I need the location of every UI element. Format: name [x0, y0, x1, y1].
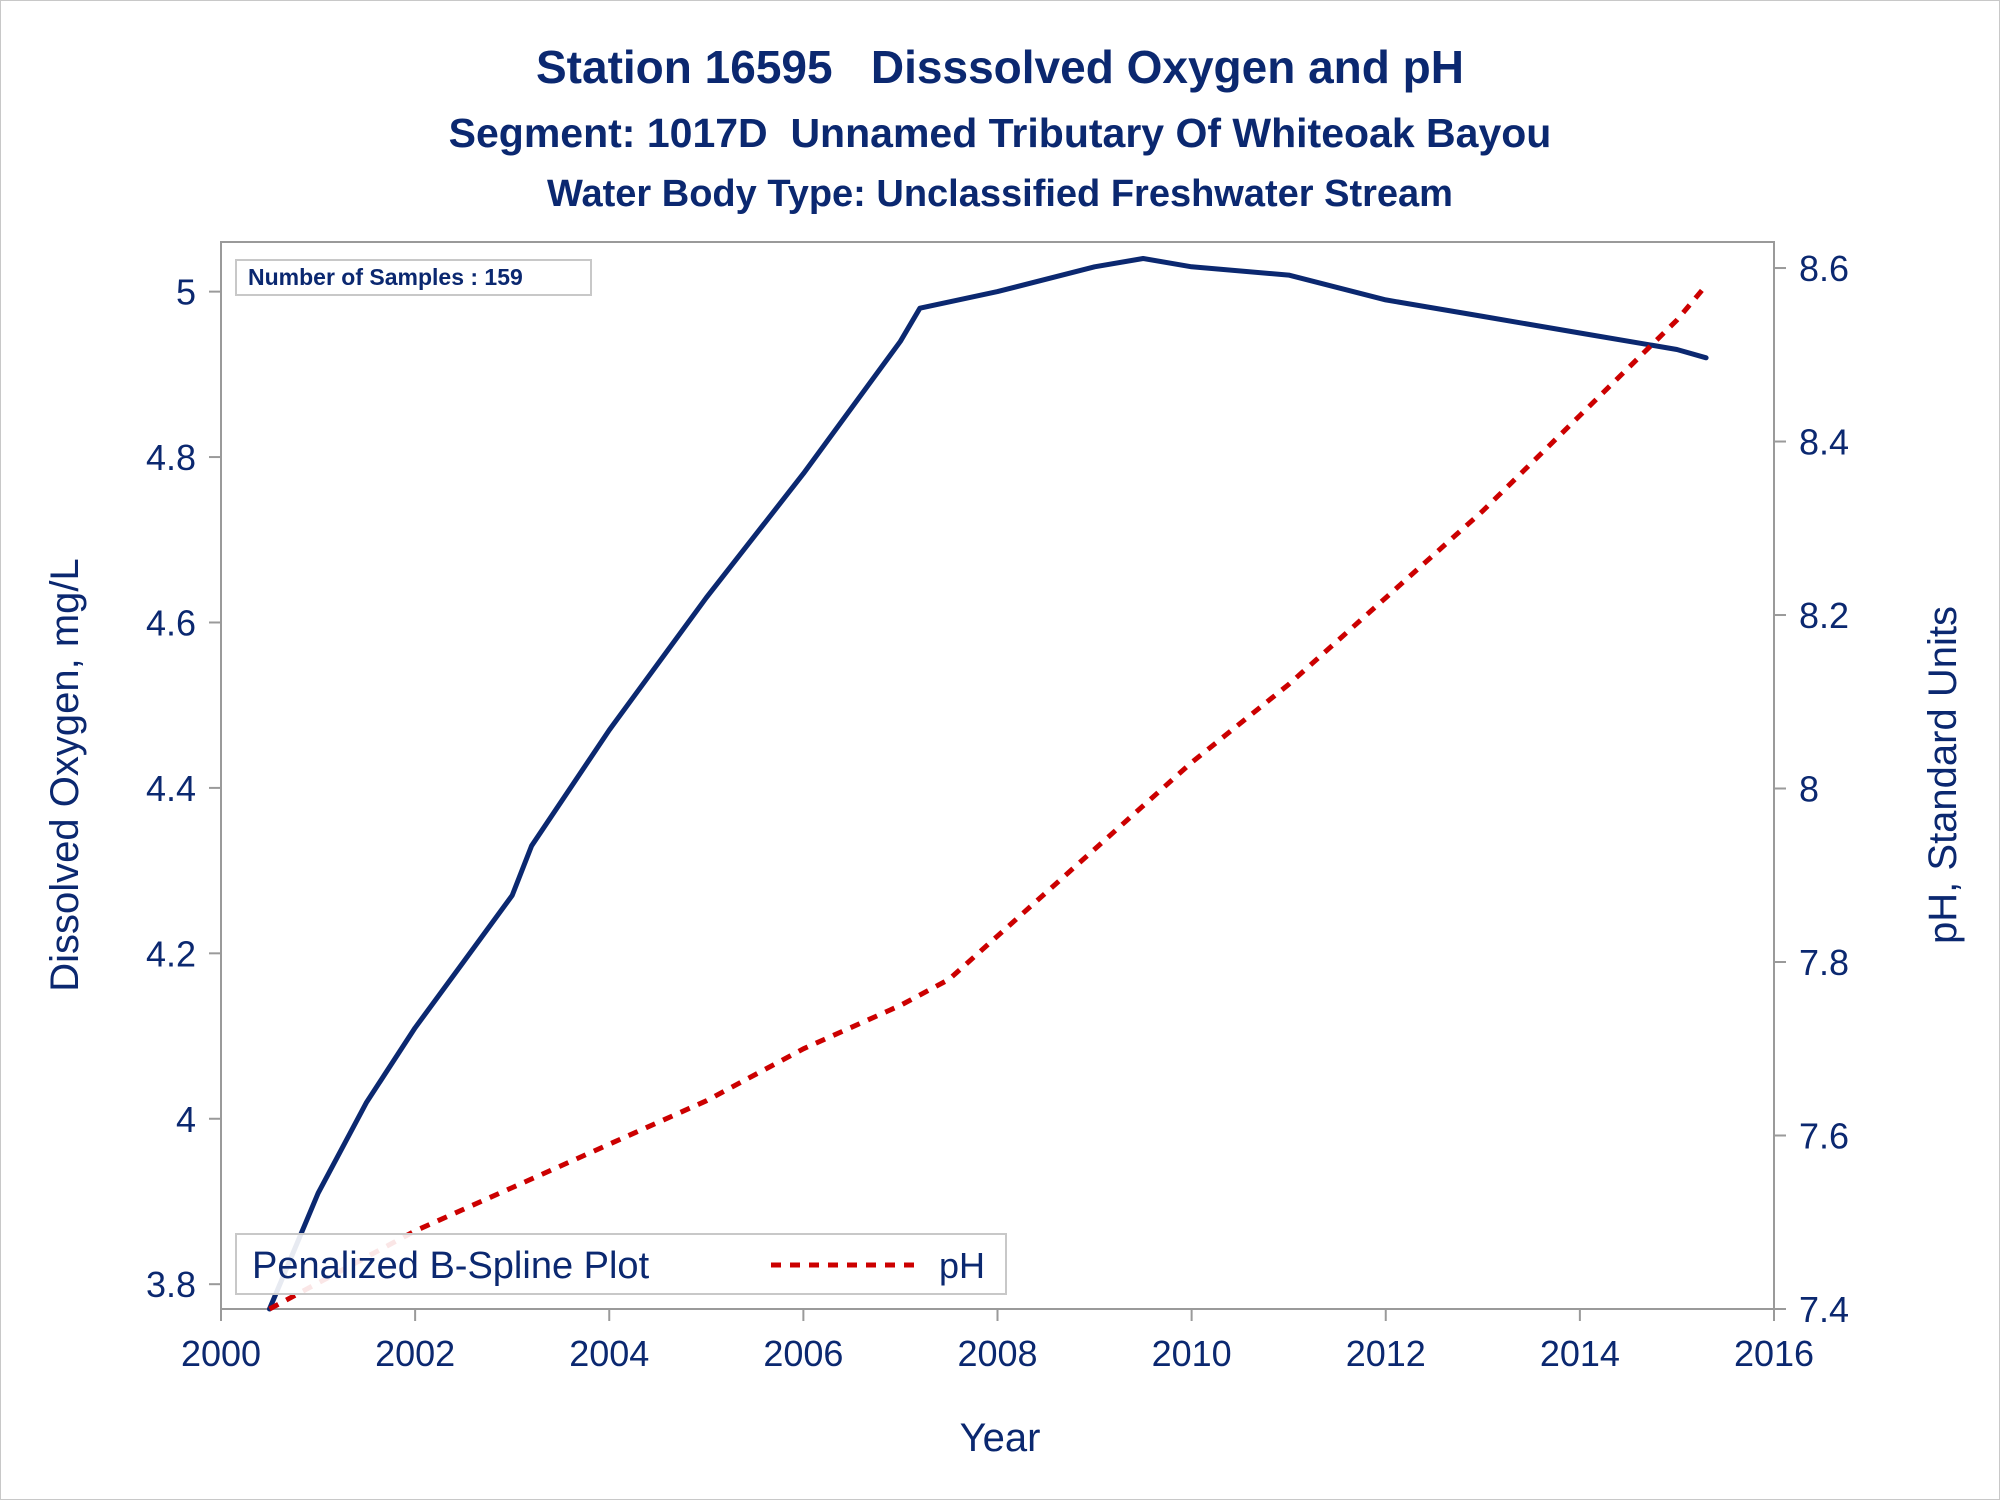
legend-frame: [235, 1233, 1007, 1295]
legend-title: Penalized B-Spline Plot: [252, 1245, 650, 1287]
x-tick-label: 2000: [181, 1333, 261, 1374]
series-layer: [267, 256, 1709, 1312]
y-tick-label: 4.8: [146, 437, 196, 478]
y-tick-label: 4: [176, 1099, 196, 1140]
y2-tick-label: 8.6: [1799, 248, 1849, 289]
sample-count-frame: [235, 259, 592, 296]
y2-tick-label: 8.2: [1799, 595, 1849, 636]
y2-tick-label: 7.6: [1799, 1116, 1849, 1157]
x-tick-label: 2012: [1346, 1333, 1426, 1374]
legend-entry-ph: pH: [939, 1245, 985, 1286]
legend: Penalized B-Spline Plot pH: [235, 1233, 1007, 1295]
y2-tick-label: 8: [1799, 769, 1819, 810]
x-tick-label: 2008: [957, 1333, 1037, 1374]
x-axis: 2000 2002 2004 2006 2008 2010 2012 2014 2016: [181, 1309, 1814, 1374]
plot-area-frame: [220, 241, 1775, 1310]
x-tick-label: 2004: [569, 1333, 649, 1374]
y-tick-label: 4.6: [146, 602, 196, 643]
y-tick-label: 5: [176, 272, 196, 313]
y-axis-right: 7.4 7.6 7.8 8 8.2 8.4 8.6: [1774, 248, 1849, 1330]
y2-tick-label: 7.8: [1799, 942, 1849, 983]
x-axis-label: Year: [960, 1416, 1041, 1460]
chart-subtitle: Segment: 1017D Unnamed Tributary Of Whit…: [449, 110, 1552, 156]
x-tick-label: 2010: [1152, 1333, 1232, 1374]
chart-title: Station 16595 Disssolved Oxygen and pH: [536, 41, 1464, 93]
series-line-dissolved-oxygen: [267, 256, 1709, 1312]
sample-count-box: Number of Samples : 159: [235, 259, 592, 296]
series-line-ph: [268, 283, 1709, 1312]
x-tick-label: 2016: [1734, 1333, 1814, 1374]
y-tick-label: 4.4: [146, 768, 196, 809]
x-tick-label: 2006: [763, 1333, 843, 1374]
y2-tick-label: 7.4: [1799, 1289, 1849, 1330]
y-tick-label: 3.8: [146, 1264, 196, 1305]
sample-count-text: Number of Samples : 159: [248, 264, 523, 290]
y2-axis-label: pH, Standard Units: [1921, 606, 1965, 944]
x-tick-label: 2014: [1540, 1333, 1620, 1374]
y-tick-label: 4.2: [146, 933, 196, 974]
y-axis-label: Dissolved Oxygen, mg/L: [43, 558, 87, 992]
y2-tick-label: 8.4: [1799, 422, 1849, 463]
y-axis-left: 3.8 4 4.2 4.4 4.6 4.8 5: [146, 272, 221, 1305]
chart-subtitle-2: Water Body Type: Unclassified Freshwater…: [547, 173, 1453, 215]
x-tick-label: 2002: [375, 1333, 455, 1374]
